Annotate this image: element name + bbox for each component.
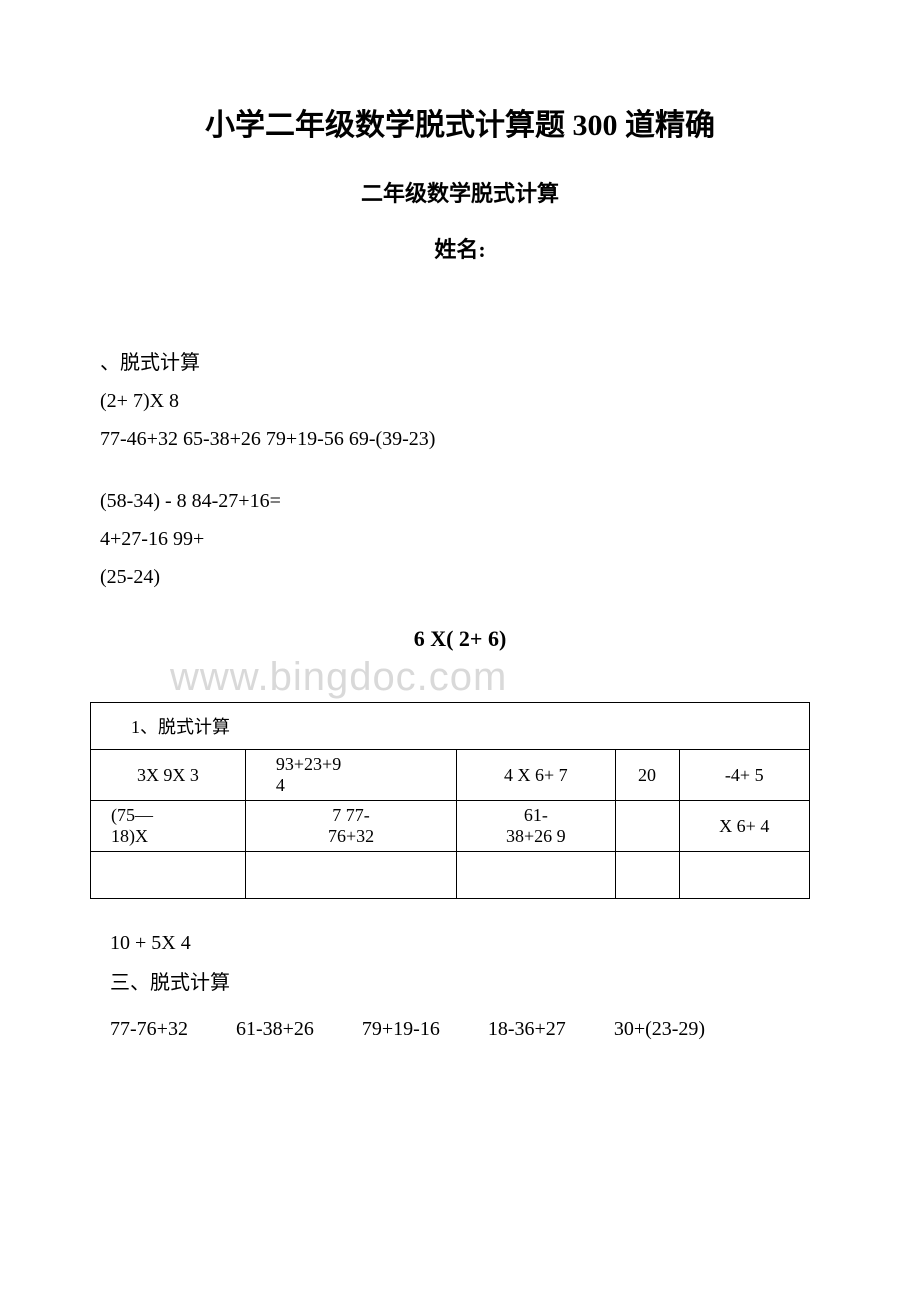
table-cell <box>615 852 679 899</box>
table-cell: (75— 18)X <box>91 801 246 852</box>
table-row <box>91 852 810 899</box>
expr-item: 79+19-16 <box>362 1009 440 1049</box>
section-one-heading: 、脱式计算 <box>100 344 840 382</box>
calc-table: 1、脱式计算 3X 9X 3 93+23+9 4 4 X 6+ 7 20 -4+… <box>90 702 810 899</box>
expr-item: 30+(23-29) <box>614 1009 705 1049</box>
table-cell: 93+23+9 4 <box>245 750 456 801</box>
expr-item: 61-38+26 <box>236 1009 314 1049</box>
table-cell: 61- 38+26 9 <box>457 801 615 852</box>
section-three-heading: 三、脱式计算 <box>110 963 840 1003</box>
expr-line-4: 4+27-16 99+ <box>100 520 840 558</box>
table-cell <box>615 801 679 852</box>
expr-item: 18-36+27 <box>488 1009 566 1049</box>
document-subtitle: 二年级数学脱式计算 <box>80 176 840 208</box>
name-label: 姓名: <box>80 232 840 264</box>
expr-line-3: (58-34) - 8 84-27+16= <box>100 482 840 520</box>
expr-line-2: 77-46+32 65-38+26 79+19-56 69-(39-23) <box>100 420 840 458</box>
table-cell: 3X 9X 3 <box>91 750 246 801</box>
expr-row: 77-76+32 61-38+26 79+19-16 18-36+27 30+(… <box>110 1009 840 1049</box>
table-row: 3X 9X 3 93+23+9 4 4 X 6+ 7 20 -4+ 5 <box>91 750 810 801</box>
table-cell <box>457 852 615 899</box>
table-cell <box>91 852 246 899</box>
document-title: 小学二年级数学脱式计算题 300 道精确 <box>80 100 840 144</box>
mid-heading: 6 X( 2+ 6) <box>80 626 840 652</box>
table-row: 1、脱式计算 <box>91 703 810 750</box>
expr-line-5: (25-24) <box>100 558 840 596</box>
table-cell <box>245 852 456 899</box>
expr-line-1: (2+ 7)X 8 <box>100 382 840 420</box>
table-cell: X 6+ 4 <box>679 801 809 852</box>
expr-below-1: 10 + 5X 4 <box>110 923 840 963</box>
table-row: (75— 18)X 7 77- 76+32 61- 38+26 9 X 6+ 4 <box>91 801 810 852</box>
table-cell: 7 77- 76+32 <box>245 801 456 852</box>
table-cell: 4 X 6+ 7 <box>457 750 615 801</box>
table-header-cell: 1、脱式计算 <box>91 703 810 750</box>
table-cell <box>679 852 809 899</box>
spacer <box>100 458 840 482</box>
section-one: 、脱式计算 (2+ 7)X 8 77-46+32 65-38+26 79+19-… <box>100 344 840 596</box>
table-cell: -4+ 5 <box>679 750 809 801</box>
expr-item: 77-76+32 <box>110 1009 188 1049</box>
table-cell: 20 <box>615 750 679 801</box>
section-three: 10 + 5X 4 三、脱式计算 77-76+32 61-38+26 79+19… <box>110 923 840 1049</box>
document-page: 小学二年级数学脱式计算题 300 道精确 二年级数学脱式计算 姓名: 、脱式计算… <box>0 0 920 1089</box>
